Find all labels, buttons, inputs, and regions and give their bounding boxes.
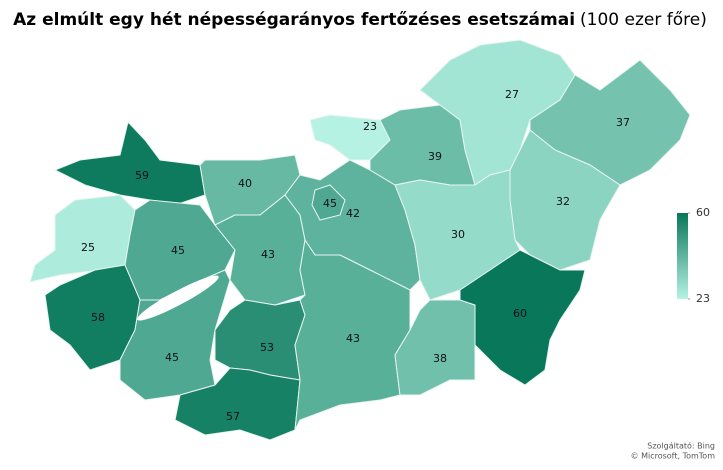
- colorbar: [677, 213, 688, 299]
- attribution: Szolgáltató: Bing: [647, 441, 715, 451]
- value-label: 53: [260, 341, 274, 354]
- region: [311, 184, 346, 221]
- value-label: 57: [226, 410, 240, 423]
- colorbar-tick-label: 23: [696, 292, 710, 305]
- value-label: 40: [238, 177, 252, 190]
- value-label: 60: [513, 307, 527, 320]
- attribution: © Microsoft, TomTom: [631, 452, 716, 461]
- value-label: 58: [91, 311, 105, 324]
- region: [53, 120, 206, 206]
- colorbar-tick-label: 60: [696, 206, 710, 219]
- value-label: 25: [81, 241, 95, 254]
- region: [459, 249, 586, 386]
- region: [419, 39, 576, 186]
- value-label: 27: [505, 88, 519, 101]
- value-label: 32: [556, 195, 570, 208]
- value-label: 38: [433, 352, 447, 365]
- value-label: 23: [363, 120, 377, 133]
- value-label: 45: [171, 244, 185, 257]
- title: Az elmúlt egy hét népességarányos fertőz…: [13, 10, 575, 30]
- value-label: 45: [165, 351, 179, 364]
- map-title: Az elmúlt egy hét népességarányos fertőz…: [13, 10, 707, 30]
- value-label: 37: [616, 116, 630, 129]
- value-label: 43: [346, 332, 360, 345]
- region: [214, 299, 306, 381]
- region: [394, 299, 476, 396]
- value-label: 45: [323, 197, 337, 210]
- value-label: 59: [135, 169, 149, 182]
- lake: [137, 275, 219, 321]
- subtitle: (100 ezer főre): [580, 10, 707, 30]
- value-label: 43: [261, 248, 275, 261]
- value-label: 30: [451, 228, 465, 241]
- value-label: 42: [346, 207, 360, 220]
- value-label: 39: [428, 150, 442, 163]
